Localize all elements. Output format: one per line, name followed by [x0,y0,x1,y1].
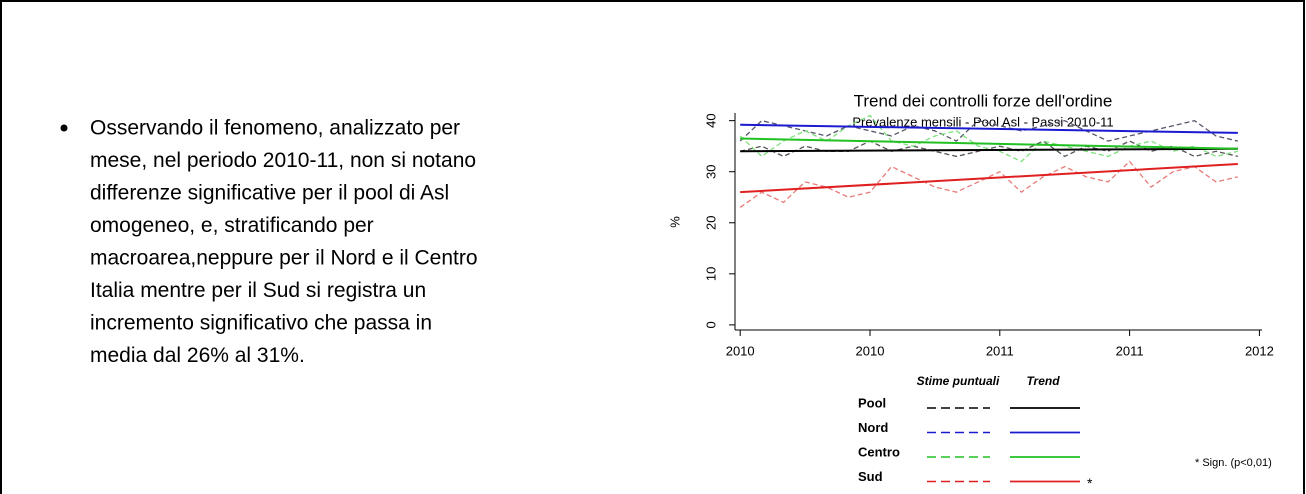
significance-marker: * [1087,475,1093,491]
legend-label: Nord [858,420,888,435]
legend-label: Pool [858,395,886,410]
bullet-text: Osservando il fenomeno, analizzato per me… [90,117,478,368]
y-axis-label: % [667,216,682,228]
y-tick-label: 20 [703,216,718,230]
note: * Sign. (p<0,01) [1195,457,1272,469]
bullet-line: Italia mentre per il Sud si registra un [90,279,426,302]
bullet-dot [60,124,68,132]
trend-line [740,123,1238,134]
y-tick-label: 0 [703,321,718,328]
x-tick-label: 2011 [1116,343,1144,358]
estimate-line [739,119,1239,142]
trend-line [740,163,1238,194]
bullet-line: mese, nel periodo 2010-11, non si notano [90,149,476,172]
legend-label: Sud [858,469,883,484]
y-tick-label: 10 [703,267,718,281]
bullet-line: media dal 26% al 31%. [90,344,305,367]
bullet-line: Osservando il fenomeno, analizzato per [90,117,460,140]
legend-header: Stime puntuali [917,374,1000,388]
x-tick-label: 2011 [986,343,1014,358]
estimate-line [739,160,1239,208]
legend-label: Centro [858,444,900,459]
chart-title: Trend dei controlli forze dell'ordine [854,91,1113,110]
x-tick-label: 2010 [856,343,885,358]
bullet-line: macroarea,neppure per il Nord e il Centr… [90,247,478,270]
bullet-line: differenze significative per il pool di … [90,182,449,205]
chart-subtitle: Prevalenze mensili - Pool Asl - Passi 20… [852,114,1113,129]
bullet-line: incremento significativo che passa in [90,312,432,335]
legend-header: Trend [1026,374,1060,388]
x-tick-label: 2010 [726,343,755,358]
trend-line [740,147,1238,153]
trend-line [740,137,1238,150]
y-tick-label: 40 [703,113,718,127]
bullet-line: omogeneo, e, stratificando per [90,214,374,237]
y-tick-label: 30 [703,164,718,178]
x-tick-label: 2012 [1245,343,1274,358]
